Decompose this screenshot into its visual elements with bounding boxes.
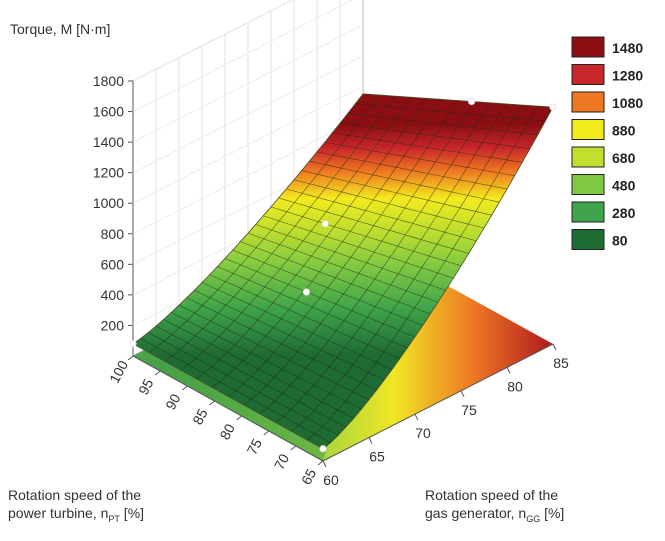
back-wall-gridline <box>132 0 354 113</box>
data-point <box>549 103 557 111</box>
x-tick-label: 90 <box>162 391 184 412</box>
measured-points <box>129 97 557 453</box>
x-tick-mark <box>209 400 215 406</box>
legend-label: 1080 <box>612 95 643 111</box>
surface-mesh-line <box>196 98 427 380</box>
x-tick-mark <box>317 460 324 466</box>
x-axis-title: Rotation speed of the power turbine, nPT… <box>8 486 144 528</box>
legend-swatch <box>571 201 605 223</box>
x-tick-mark <box>154 370 161 376</box>
data-point <box>321 220 329 228</box>
legend-swatch <box>571 91 605 113</box>
legend-swatch <box>571 146 605 168</box>
back-wall-gridline <box>132 0 294 82</box>
y-tick-label: 80 <box>507 378 523 394</box>
legend-label: 480 <box>612 178 636 194</box>
z-axis-title: Torque, M [N·m] <box>10 21 111 37</box>
surface-mesh-line <box>243 101 475 406</box>
y-axis-line <box>322 343 554 462</box>
x-tick-label: 100 <box>106 357 131 385</box>
y-tick-mark <box>414 413 419 421</box>
x-tick-mark <box>181 385 188 391</box>
back-wall-gridline <box>132 24 364 143</box>
legend-label: 280 <box>612 205 636 221</box>
surface-mesh-line <box>148 94 380 353</box>
y-tick-label: 70 <box>415 425 431 441</box>
legend: 1480 1280 1080 880 680 480 280 80 <box>571 36 643 250</box>
z-tick-label: 200 <box>101 317 125 333</box>
y-axis-ticks: 60 65 70 75 80 85 <box>322 343 569 488</box>
surface-mesh-line <box>275 103 506 423</box>
z-tick-label: 1000 <box>93 195 124 211</box>
data-point <box>319 445 327 453</box>
legend-label: 1480 <box>612 40 643 56</box>
surface-mesh-line <box>307 105 538 441</box>
z-tick-label: 1800 <box>93 73 124 89</box>
y-tick-label: 60 <box>323 472 339 488</box>
x-tick-label: 85 <box>189 406 211 427</box>
z-tick-label: 800 <box>101 226 125 242</box>
y-tick-mark <box>506 367 511 374</box>
surface-patch <box>132 93 554 450</box>
surface-mesh-line <box>259 102 490 415</box>
surface-mesh-line <box>212 99 443 388</box>
legend-swatch <box>571 229 605 250</box>
x-tick-label: 80 <box>216 421 238 442</box>
x-axis-line <box>132 355 324 462</box>
y-tick-mark <box>460 390 465 398</box>
z-tick-label: 600 <box>101 256 125 272</box>
x-axis-title-suffix: [%] <box>119 505 145 521</box>
torque-surface <box>132 93 554 450</box>
legend-swatch <box>571 64 605 85</box>
x-tick-mark <box>127 355 134 361</box>
x-tick-mark <box>263 430 270 436</box>
legend-label: 680 <box>612 150 636 166</box>
legend-label: 1280 <box>612 68 643 84</box>
x-tick-label: 70 <box>271 451 293 472</box>
y-tick-label: 75 <box>461 402 477 418</box>
y-axis-title: Rotation speed of the gas generator, nGG… <box>425 486 564 528</box>
y-axis-title-line1: Rotation speed of the <box>425 487 559 503</box>
y-axis-title-prefix: gas generator, n <box>425 505 527 521</box>
x-tick-label: 75 <box>244 436 266 457</box>
surface-mesh-line <box>291 104 522 432</box>
z-tick-label: 1400 <box>93 134 124 150</box>
x-tick-mark <box>290 445 297 451</box>
y-tick-label: 65 <box>369 449 385 465</box>
x-axis-title-line2: power turbine, nPT [%] <box>8 504 144 528</box>
surface-mesh-line <box>180 97 411 371</box>
back-wall-gridline <box>132 116 364 235</box>
y-axis-title-sub: GG <box>526 513 541 524</box>
x-axis-title-sub: PT <box>108 513 120 524</box>
x-tick-label: 95 <box>135 376 157 397</box>
y-axis-title-suffix: [%] <box>540 505 565 521</box>
x-axis-title-prefix: power turbine, n <box>8 505 109 521</box>
x-tick-mark <box>236 415 242 421</box>
legend-swatch <box>571 119 605 140</box>
x-axis-title-line1: Rotation speed of the <box>8 487 142 503</box>
y-tick-mark <box>368 437 373 444</box>
y-tick-label: 85 <box>553 355 569 371</box>
data-point <box>129 340 137 348</box>
legend-label: 880 <box>612 123 636 139</box>
floor-contour-band <box>133 356 343 461</box>
data-point <box>302 288 311 296</box>
surface-mesh-line <box>164 95 395 362</box>
data-point <box>467 97 476 106</box>
z-tick-label: 1600 <box>93 104 124 120</box>
y-tick-mark <box>552 343 557 351</box>
back-wall-gridline <box>132 85 364 204</box>
surface-mesh-line <box>227 100 459 397</box>
y-tick-mark <box>322 460 327 468</box>
x-tick-label: 65 <box>298 466 320 487</box>
y-axis-title-line2: gas generator, nGG [%] <box>425 504 564 528</box>
z-tick-label: 1200 <box>93 165 124 181</box>
legend-swatch <box>571 36 605 58</box>
legend-swatch <box>571 174 605 195</box>
legend-label: 80 <box>612 233 628 249</box>
z-tick-label: 400 <box>101 287 125 303</box>
back-wall-gridline <box>132 55 364 174</box>
